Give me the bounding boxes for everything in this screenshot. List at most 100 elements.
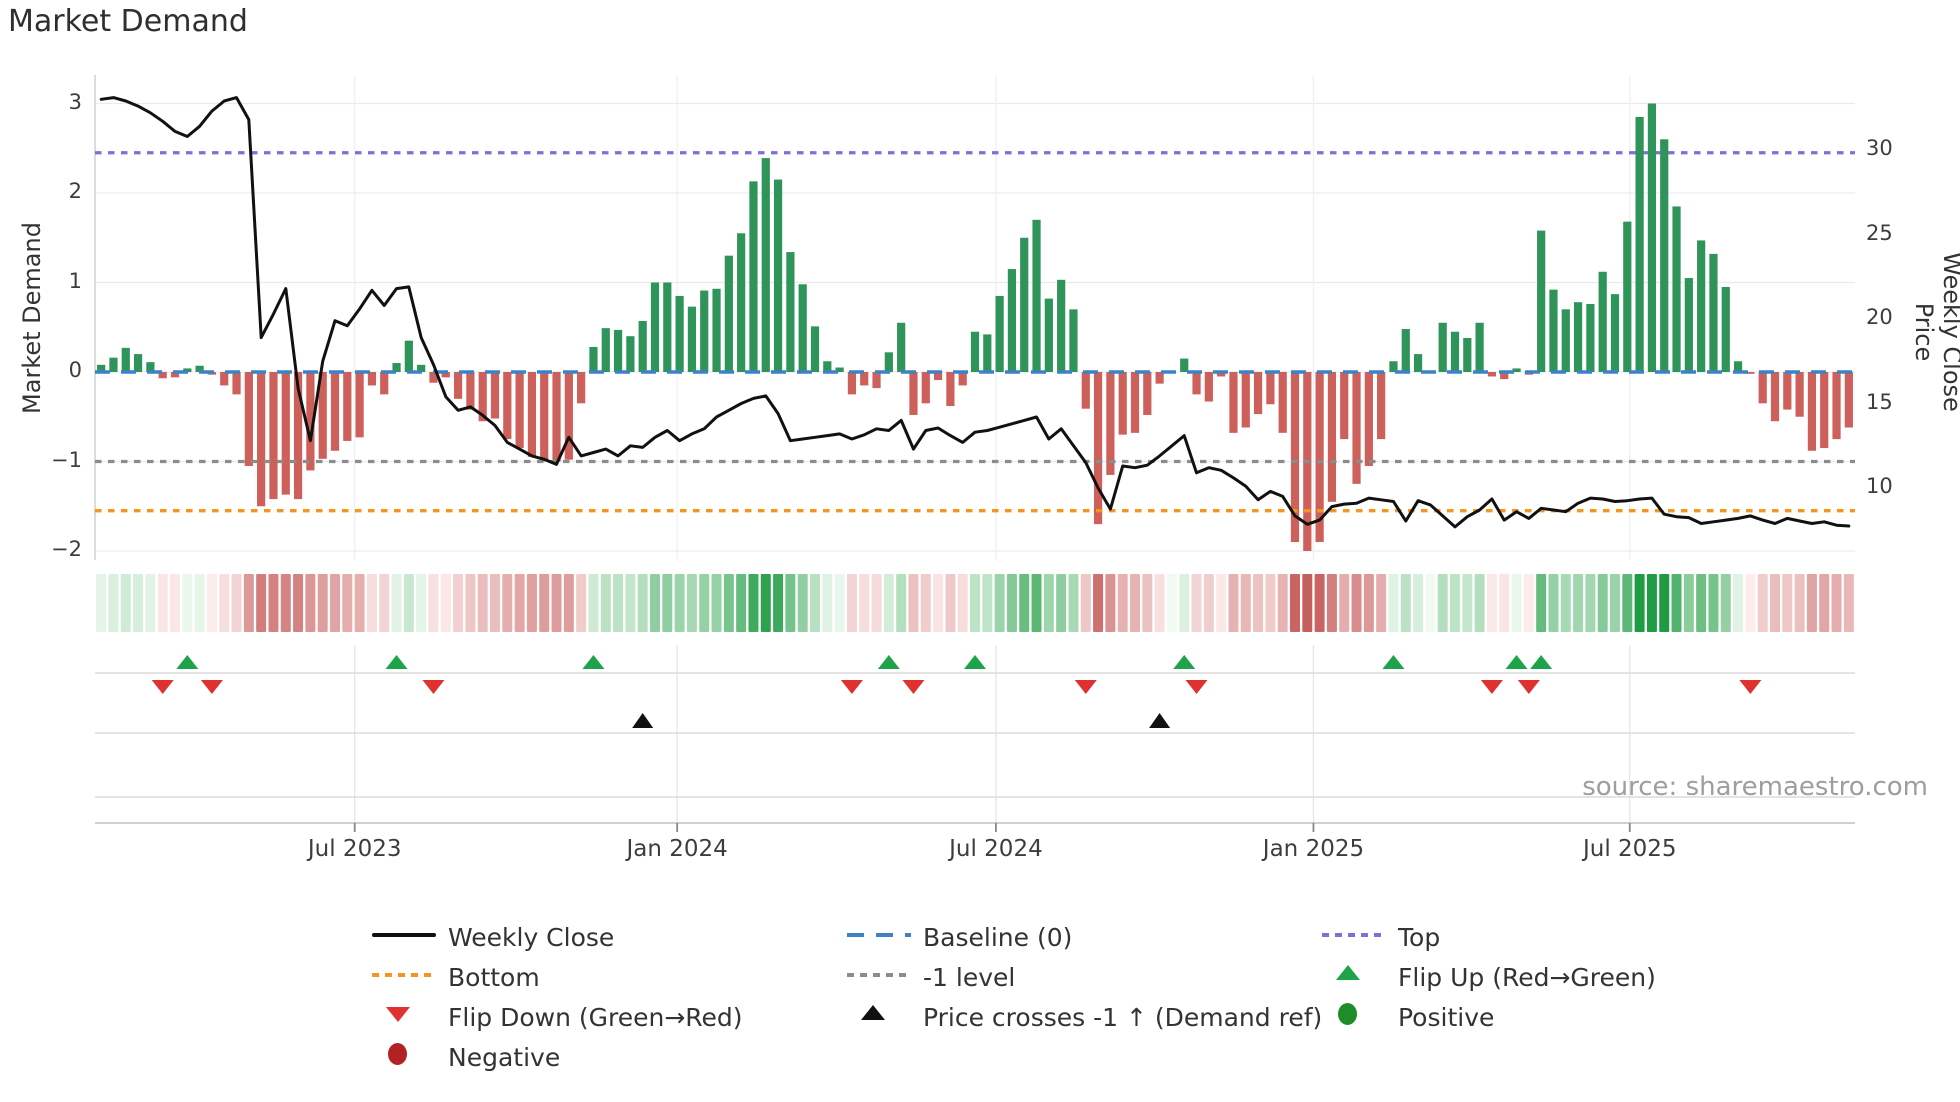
left-tick-label: 0: [68, 358, 82, 382]
heatmap-cell: [133, 574, 144, 632]
heatmap-cell: [1696, 574, 1707, 632]
heatmap-cell: [1166, 574, 1177, 632]
heatmap-cell: [1093, 574, 1104, 632]
heatmap-cell: [379, 574, 390, 632]
flip-down-marker: [840, 680, 863, 694]
legend-label: Top: [1398, 923, 1441, 952]
demand-bar-positive: [1032, 219, 1041, 372]
heatmap-cell: [1831, 574, 1842, 632]
heatmap-cell: [1806, 574, 1817, 632]
demand-bar-negative: [1278, 372, 1287, 433]
flip-down-marker: [1739, 680, 1762, 694]
legend-label: Weekly Close: [448, 923, 615, 952]
x-tick-label: Jan 2025: [1262, 836, 1365, 862]
legend-label: Baseline (0): [923, 923, 1073, 952]
heatmap-cell: [699, 574, 710, 632]
demand-bar-positive: [1561, 309, 1570, 372]
heatmap-cell: [1216, 574, 1227, 632]
demand-bar-negative: [847, 372, 857, 395]
flip-down-marker: [1480, 680, 1503, 694]
heatmap-cell: [502, 574, 513, 632]
legend-label: -1 level: [923, 963, 1016, 992]
demand-bar-positive: [1623, 221, 1632, 372]
heatmap-cell: [1622, 574, 1633, 632]
heatmap-cell: [391, 574, 402, 632]
heatmap-cell: [1536, 574, 1547, 632]
demand-bar-positive: [1475, 322, 1484, 372]
demand-bar-positive: [823, 361, 832, 372]
heatmap-cell: [1634, 574, 1645, 632]
heatmap-cell: [1068, 574, 1079, 632]
left-tick-label: −1: [51, 447, 82, 472]
heatmap-cell: [736, 574, 747, 632]
heatmap-cell: [1671, 574, 1682, 632]
flip-down-marker: [902, 680, 925, 694]
heatmap-cell: [859, 574, 870, 632]
heatmap-cell: [723, 574, 734, 632]
triangle-down-icon: [386, 1007, 410, 1022]
heatmap-cell: [1400, 574, 1411, 632]
demand-bar-negative: [1340, 372, 1349, 440]
demand-bar-negative: [281, 372, 290, 495]
flip-up-marker: [385, 655, 408, 669]
demand-bar-positive: [650, 282, 660, 372]
heatmap-cell: [1560, 574, 1571, 632]
heatmap-cell: [1646, 574, 1657, 632]
heatmap-cell: [440, 574, 451, 632]
demand-bar-negative: [453, 372, 463, 399]
heatmap-cell: [1462, 574, 1473, 632]
demand-bar-positive: [1672, 206, 1681, 372]
heatmap-cell: [625, 574, 636, 632]
demand-bar-negative: [946, 372, 955, 407]
page-title: Market Demand: [8, 4, 248, 39]
demand-bar-positive: [737, 233, 746, 372]
left-axis-title: Market Demand: [18, 222, 46, 414]
demand-bar-positive: [133, 354, 143, 372]
flip-down-marker: [151, 680, 174, 694]
demand-bar-negative: [367, 372, 377, 386]
heatmap-cell: [280, 574, 291, 632]
triangle-up-icon: [1336, 965, 1360, 980]
heatmap-cell: [231, 574, 242, 632]
demand-bar-positive: [810, 326, 820, 372]
demand-bar-negative: [429, 372, 438, 383]
heatmap-cell: [170, 574, 180, 632]
heatmap-cell: [416, 574, 427, 632]
demand-bar-negative: [1500, 372, 1509, 380]
demand-bar-positive: [712, 288, 721, 372]
demand-bar-negative: [1783, 372, 1792, 410]
demand-bar-negative: [1106, 372, 1115, 475]
heatmap-cell: [1819, 574, 1830, 632]
heatmap-cell: [1757, 574, 1768, 632]
demand-bar-negative: [293, 372, 303, 500]
demand-bar-negative: [244, 372, 253, 466]
demand-bar-negative: [1327, 372, 1337, 502]
demand-bar-negative: [1758, 372, 1767, 404]
right-tick-label: 30: [1866, 136, 1893, 160]
heatmap-cell: [662, 574, 673, 632]
heatmap-cell: [871, 574, 882, 632]
heatmap-cell: [1326, 574, 1337, 632]
left-tick-label: −2: [51, 537, 82, 561]
heatmap-cell: [1733, 574, 1744, 632]
demand-bar-negative: [1253, 372, 1263, 415]
heatmap-cell: [1585, 574, 1596, 632]
heatmap-cell: [1782, 574, 1793, 632]
demand-bar-positive: [761, 158, 770, 372]
demand-bar-negative: [552, 372, 561, 462]
heatmap-cell: [1240, 574, 1251, 632]
right-tick-label: 15: [1866, 389, 1893, 414]
heatmap-cell: [1597, 574, 1608, 632]
demand-bar-negative: [170, 372, 180, 378]
heatmap-cell: [1130, 574, 1140, 632]
demand-bar-negative: [1217, 372, 1226, 377]
flip-up-marker: [1173, 655, 1196, 669]
demand-bar-positive: [1389, 361, 1398, 372]
demand-bar-negative: [158, 372, 167, 379]
demand-bar-positive: [404, 340, 413, 372]
flip-up-marker: [1382, 655, 1405, 669]
heatmap-cell: [317, 574, 328, 632]
heatmap-cell: [970, 574, 980, 632]
